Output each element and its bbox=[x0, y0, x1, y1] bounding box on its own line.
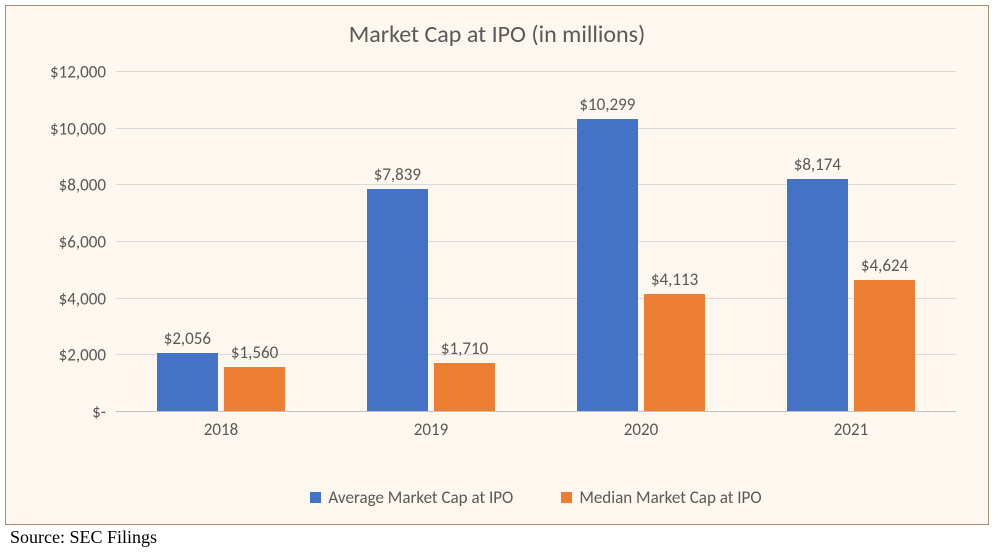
x-axis-label: 2019 bbox=[326, 411, 536, 440]
y-axis-label: $4,000 bbox=[26, 288, 116, 309]
bar-average: $8,174 bbox=[787, 179, 848, 411]
data-label: $4,113 bbox=[615, 269, 735, 290]
x-axis-label: 2020 bbox=[536, 411, 746, 440]
category-group: 2021$8,174$4,624 bbox=[746, 71, 956, 411]
y-axis-label: $10,000 bbox=[26, 118, 116, 139]
data-label: $1,560 bbox=[195, 342, 315, 363]
x-axis-label: 2018 bbox=[116, 411, 326, 440]
legend-item: Average Market Cap at IPO bbox=[310, 487, 513, 508]
bar-median: $4,624 bbox=[854, 280, 915, 411]
source-text: Source: SEC Filings bbox=[10, 527, 157, 548]
data-label: $1,710 bbox=[405, 338, 525, 359]
data-label: $7,839 bbox=[337, 164, 457, 185]
plot-area: $-$2,000$4,000$6,000$8,000$10,000$12,000… bbox=[116, 71, 956, 411]
y-axis-label: $- bbox=[26, 402, 116, 423]
legend-swatch bbox=[561, 492, 572, 503]
bar-median: $4,113 bbox=[644, 294, 705, 411]
x-axis-label: 2021 bbox=[746, 411, 956, 440]
legend-item: Median Market Cap at IPO bbox=[561, 487, 761, 508]
bar-average: $7,839 bbox=[367, 189, 428, 411]
y-axis-label: $8,000 bbox=[26, 175, 116, 196]
y-axis-label: $2,000 bbox=[26, 345, 116, 366]
category-group: 2019$7,839$1,710 bbox=[326, 71, 536, 411]
data-label: $8,174 bbox=[757, 154, 877, 175]
category-group: 2018$2,056$1,560 bbox=[116, 71, 326, 411]
chart-title: Market Cap at IPO (in millions) bbox=[6, 6, 988, 59]
data-label: $10,299 bbox=[547, 94, 667, 115]
chart-frame: Market Cap at IPO (in millions) $-$2,000… bbox=[5, 5, 989, 525]
category-group: 2020$10,299$4,113 bbox=[536, 71, 746, 411]
bar-average: $10,299 bbox=[577, 119, 638, 411]
data-label: $4,624 bbox=[825, 255, 945, 276]
chart-container: Market Cap at IPO (in millions) $-$2,000… bbox=[0, 0, 994, 552]
y-axis-label: $12,000 bbox=[26, 62, 116, 83]
legend-label: Average Market Cap at IPO bbox=[328, 487, 513, 508]
bar-median: $1,560 bbox=[224, 367, 285, 411]
bar-median: $1,710 bbox=[434, 363, 495, 411]
legend-swatch bbox=[310, 492, 321, 503]
y-axis-label: $6,000 bbox=[26, 232, 116, 253]
legend: Average Market Cap at IPO Median Market C… bbox=[116, 487, 956, 508]
legend-label: Median Market Cap at IPO bbox=[579, 487, 761, 508]
